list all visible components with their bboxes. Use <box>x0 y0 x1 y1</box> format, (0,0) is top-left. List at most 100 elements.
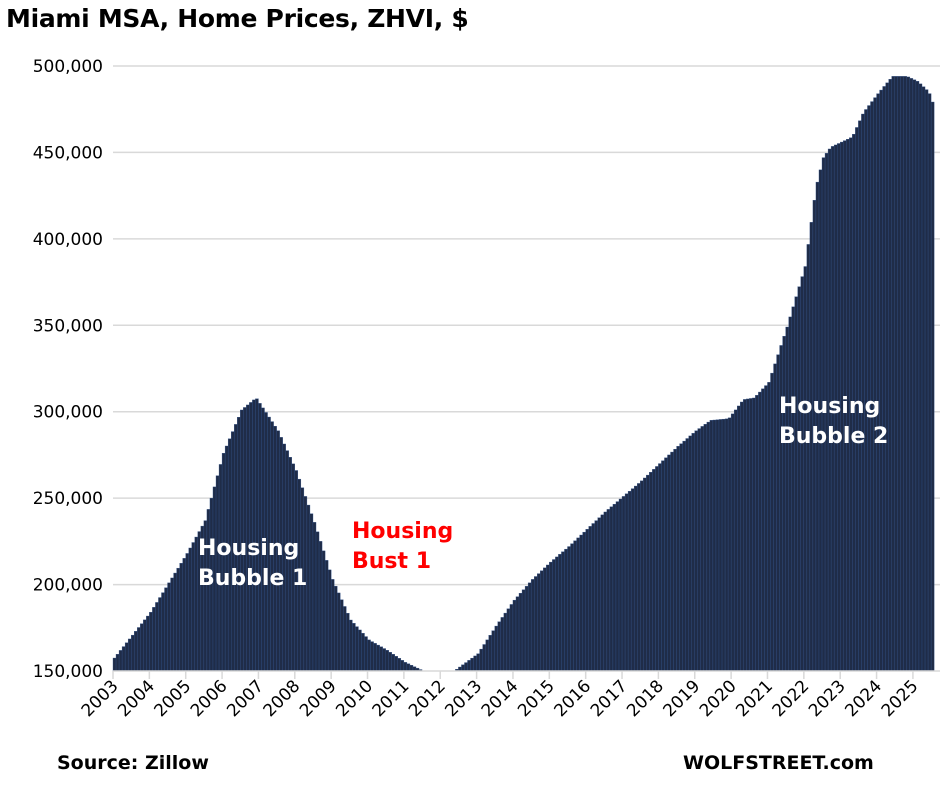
bar <box>500 617 505 672</box>
bar <box>806 244 811 672</box>
bar <box>131 634 135 672</box>
bar <box>903 76 908 672</box>
bar <box>315 531 320 672</box>
bar <box>861 113 865 672</box>
bar <box>112 657 117 672</box>
bar <box>367 639 371 672</box>
bar <box>730 413 735 672</box>
bar <box>321 550 326 672</box>
x-tick-label: 2011 <box>369 676 414 721</box>
bar <box>524 586 529 672</box>
bar <box>473 655 477 672</box>
x-tick-label: 2010 <box>332 676 377 721</box>
bar <box>482 644 486 672</box>
bar <box>670 451 674 672</box>
bar <box>927 93 932 672</box>
bar <box>176 567 180 672</box>
y-tick-label: 500,000 <box>33 57 103 77</box>
bar <box>712 419 717 672</box>
bar <box>146 615 150 672</box>
y-tick-label: 150,000 <box>33 662 103 682</box>
bar <box>470 657 474 672</box>
bar <box>752 397 756 672</box>
bar <box>603 511 608 672</box>
bar <box>882 86 886 672</box>
bar <box>173 572 177 672</box>
bar <box>930 101 935 672</box>
bar <box>694 430 698 672</box>
bar <box>382 648 386 672</box>
bar <box>658 463 662 672</box>
bar <box>506 608 511 672</box>
bar <box>755 395 759 672</box>
bar <box>464 662 468 672</box>
bar <box>749 398 753 672</box>
bar <box>533 576 538 672</box>
bar <box>494 625 498 672</box>
bar <box>155 602 159 672</box>
bar <box>782 336 786 672</box>
x-tick-label: 2022 <box>769 676 814 721</box>
bar <box>161 592 165 672</box>
y-tick-label: 250,000 <box>33 489 103 509</box>
bar <box>906 76 911 672</box>
bar <box>573 540 577 672</box>
y-tick-label: 400,000 <box>33 230 103 250</box>
bar <box>400 660 405 672</box>
x-tick-label: 2004 <box>114 676 159 721</box>
bar <box>740 401 744 672</box>
bar <box>527 582 532 672</box>
bar <box>761 388 765 672</box>
x-tick-label: 2014 <box>478 676 523 721</box>
bar <box>309 513 314 672</box>
bar <box>394 656 398 672</box>
bar <box>488 635 492 672</box>
bar <box>346 613 350 672</box>
bar <box>591 523 595 672</box>
bar <box>682 440 686 672</box>
bar <box>691 433 695 672</box>
bar <box>140 623 144 672</box>
bar <box>615 501 620 672</box>
bar <box>461 664 465 672</box>
bar <box>743 399 747 672</box>
bar <box>124 642 129 672</box>
x-tick-label: 2015 <box>514 676 559 721</box>
x-tick-label: 2021 <box>732 676 777 721</box>
bar <box>579 534 583 672</box>
bar <box>606 509 611 672</box>
annotation-label: Bust 1 <box>352 549 431 574</box>
bar <box>612 504 617 672</box>
bar <box>679 443 683 672</box>
bar <box>361 633 365 672</box>
bar <box>167 582 171 672</box>
bar <box>582 531 586 672</box>
bar <box>530 579 535 672</box>
annotation-label: Housing <box>779 394 880 419</box>
bar <box>397 658 402 672</box>
bar <box>655 466 659 672</box>
bar <box>567 546 571 672</box>
bar <box>391 654 395 672</box>
bar <box>137 627 141 672</box>
x-tick-label: 2005 <box>151 676 196 721</box>
bar <box>633 485 638 672</box>
bar <box>715 419 720 672</box>
bar <box>491 630 495 672</box>
bar <box>785 326 789 672</box>
bar <box>737 405 741 672</box>
bar <box>549 561 553 672</box>
bar <box>121 646 126 672</box>
bar <box>543 567 547 672</box>
bar <box>891 76 895 672</box>
bar <box>376 644 380 672</box>
bar <box>900 76 905 672</box>
bar <box>185 553 189 672</box>
bar <box>385 650 389 672</box>
annotation-label: Housing <box>198 536 299 561</box>
bar <box>721 418 726 672</box>
bar <box>409 665 414 672</box>
x-tick-label: 2023 <box>805 676 850 721</box>
bar <box>330 579 335 672</box>
bar <box>767 382 771 672</box>
